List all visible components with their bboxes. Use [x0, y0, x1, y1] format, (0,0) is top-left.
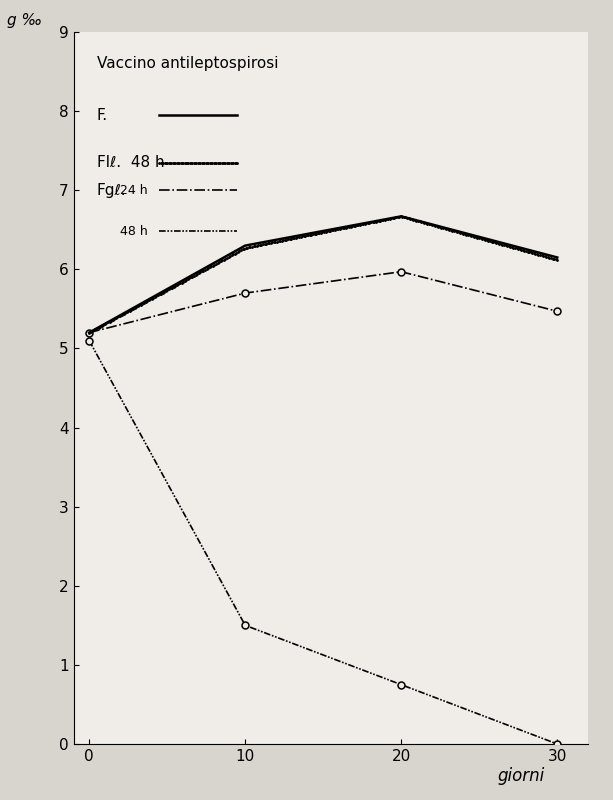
X-axis label: giorni: giorni	[498, 766, 545, 785]
Text: Flℓ.  48 h: Flℓ. 48 h	[97, 155, 164, 170]
Text: F.: F.	[97, 107, 108, 122]
Text: g ‰: g ‰	[7, 14, 42, 29]
Text: Fgℓ.: Fgℓ.	[97, 182, 127, 198]
Text: Vaccino antileptospirosi: Vaccino antileptospirosi	[97, 56, 278, 71]
Text: 48 h: 48 h	[120, 225, 148, 238]
Text: 24 h: 24 h	[120, 184, 148, 197]
